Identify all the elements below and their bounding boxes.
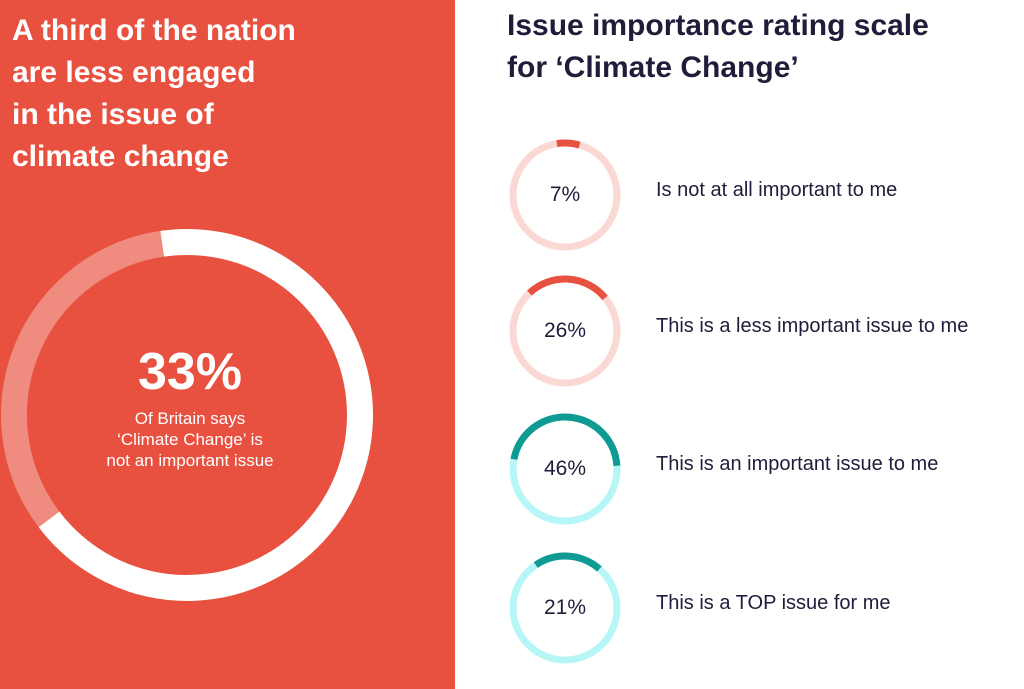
summary-caption: Of Britain says ‘Climate Change’ is not … <box>74 408 306 471</box>
rating-percentage: 46% <box>543 457 587 480</box>
rating-donut-arc <box>510 413 621 466</box>
chart-title-line: for ‘Climate Change’ <box>507 51 799 84</box>
chart-title: Issue importance rating scale for ‘Clima… <box>507 5 1007 89</box>
headline-line: A third of the nation <box>12 14 296 47</box>
rating-donut-arc <box>527 275 608 301</box>
rating-row: 26% This is a less important issue to me <box>505 271 1020 395</box>
summary-donut-chart <box>1 229 373 601</box>
headline-line: are less engaged <box>12 56 256 89</box>
rating-row: 21% This is a TOP issue for me <box>505 548 1020 672</box>
summary-donut-value-arc <box>1 230 165 528</box>
headline-line: climate change <box>12 140 229 173</box>
rating-label: Is not at all important to me <box>656 179 898 201</box>
rating-donut <box>509 413 621 525</box>
rating-donut-arc <box>533 552 602 572</box>
rating-label: This is an important issue to me <box>656 453 939 475</box>
headline: A third of the nation are less engaged i… <box>12 10 412 178</box>
summary-caption-line: not an important issue <box>106 451 274 470</box>
left-panel: A third of the nation are less engaged i… <box>0 0 455 689</box>
rating-percentage: 26% <box>543 319 587 342</box>
rating-donut-arc <box>556 139 581 149</box>
summary-caption-line: Of Britain says <box>134 409 246 428</box>
rating-percentage: 21% <box>543 596 587 619</box>
rating-label: This is a TOP issue for me <box>656 592 891 614</box>
rating-label: This is a less important issue to me <box>656 315 969 337</box>
rating-donut <box>509 139 621 251</box>
rating-donut <box>509 552 621 664</box>
headline-line: in the issue of <box>12 98 214 131</box>
summary-percentage: 33% <box>137 343 243 401</box>
summary-center: 33% Of Britain says ‘Climate Change’ is … <box>74 340 306 471</box>
rating-percentage: 7% <box>549 183 581 206</box>
rating-row: 46% This is an important issue to me <box>505 409 1020 533</box>
rating-row: 7% Is not at all important to me <box>505 135 1020 259</box>
rating-donut <box>509 275 621 387</box>
summary-caption-line: ‘Climate Change’ is <box>117 430 263 449</box>
chart-title-line: Issue importance rating scale <box>507 9 929 42</box>
summary-donut-remainder-arc <box>38 229 373 601</box>
